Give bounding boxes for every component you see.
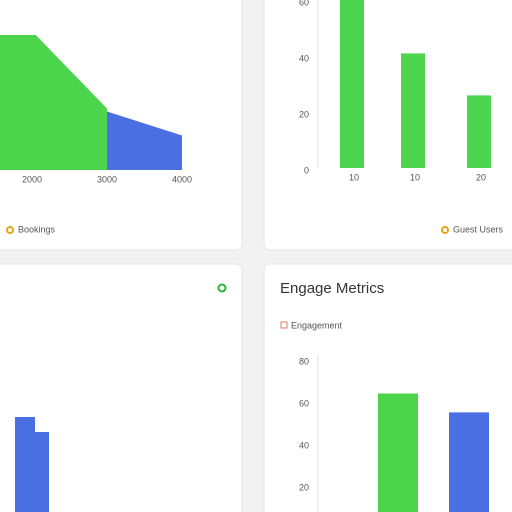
y-tick-label: 40	[299, 53, 309, 63]
bar	[340, 0, 364, 169]
x-tick-label: 10	[349, 172, 359, 182]
bar-fragment	[35, 432, 49, 512]
x-tick-label: 2000	[22, 174, 42, 184]
y-tick-label: 80	[299, 356, 309, 366]
bar	[467, 95, 491, 168]
legend-label: Guest Users	[453, 224, 504, 234]
x-tick-label: 3000	[97, 174, 117, 184]
plot	[378, 393, 489, 512]
legend-swatch	[441, 226, 449, 234]
y-tick-label: 0	[304, 165, 309, 175]
plot	[340, 0, 491, 169]
bar-fragment	[15, 417, 35, 512]
y-tick-label: 20	[299, 482, 309, 492]
bar	[401, 53, 425, 168]
y-tick-label: 40	[299, 440, 309, 450]
x-tick-label: 20	[476, 172, 486, 182]
area	[107, 111, 182, 170]
bar	[449, 412, 489, 512]
status-icon	[217, 283, 227, 293]
x-tick-label: 4000	[172, 174, 192, 184]
legend-label: Bookings	[18, 224, 56, 234]
card	[263, 0, 512, 251]
card	[0, 263, 243, 512]
bar	[378, 393, 418, 512]
y-tick-label: 60	[299, 0, 309, 7]
y-tick-label: 20	[299, 109, 309, 119]
area	[0, 35, 107, 170]
y-tick-label: 60	[299, 398, 309, 408]
card-title: Engage Metrics	[280, 280, 384, 297]
card-subtitle: Engagement	[291, 320, 343, 330]
x-tick-label: 10	[410, 172, 420, 182]
subtitle-icon	[280, 321, 288, 329]
legend-swatch	[6, 226, 14, 234]
